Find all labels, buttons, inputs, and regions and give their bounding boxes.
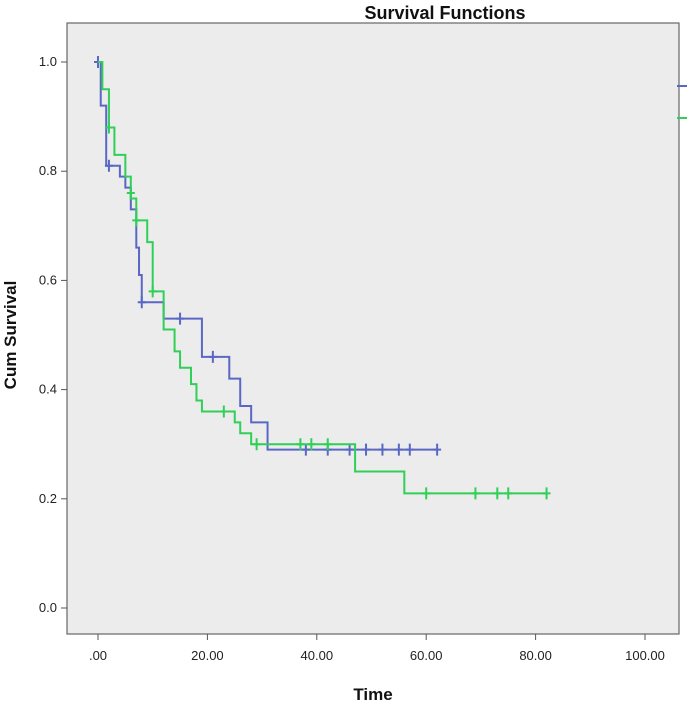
censor-mark (132, 214, 141, 227)
censor-mark (126, 187, 135, 200)
series-2-curve (98, 61, 547, 495)
censor-mark (137, 296, 146, 309)
x-tick-label: 20.00 (191, 648, 224, 663)
y-axis: 0.0 0.2 0.4 0.6 0.8 1.0 (39, 54, 67, 615)
y-tick-label: 1.0 (39, 54, 57, 69)
y-tick-label: 0.8 (39, 163, 57, 178)
x-axis: .00 20.00 40.00 60.00 80.00 100.00 (89, 634, 665, 663)
plot-area (66, 22, 680, 635)
censor-mark (219, 405, 228, 418)
censor-mark (252, 438, 261, 451)
censor-mark (323, 438, 332, 451)
censor-mark (471, 487, 480, 500)
censor-mark (104, 159, 113, 172)
censor-mark (176, 312, 185, 325)
x-axis-label: Time (353, 685, 392, 704)
censor-mark (542, 487, 551, 500)
x-tick-label: 60.00 (410, 648, 443, 663)
censor-mark (104, 121, 113, 134)
censor-mark (493, 487, 502, 500)
series-layer (94, 56, 551, 500)
y-tick-label: 0.2 (39, 491, 57, 506)
censor-mark (394, 443, 403, 456)
legend-fragment (677, 85, 687, 119)
censor-mark (296, 438, 305, 451)
x-tick-label: 80.00 (519, 648, 552, 663)
chart-title: Survival Functions (364, 3, 525, 23)
series-2 (98, 61, 551, 500)
censor-mark (345, 443, 354, 456)
censor-mark (148, 285, 157, 298)
censor-mark (433, 443, 442, 456)
x-tick-label: 100.00 (625, 648, 665, 663)
censor-mark (405, 443, 414, 456)
censor-mark (307, 438, 316, 451)
series-1-curve (98, 61, 438, 451)
y-axis-label: Cum Survival (1, 281, 20, 390)
censor-mark (301, 443, 310, 456)
censor-mark (362, 443, 371, 456)
censor-mark (504, 487, 513, 500)
censor-mark (422, 487, 431, 500)
censor-mark (208, 350, 217, 363)
y-tick-label: 0.4 (39, 382, 57, 397)
x-tick-label: .00 (89, 648, 107, 663)
censor-mark (378, 443, 387, 456)
y-tick-label: 0.0 (39, 600, 57, 615)
y-tick-label: 0.6 (39, 272, 57, 287)
x-tick-label: 40.00 (301, 648, 334, 663)
